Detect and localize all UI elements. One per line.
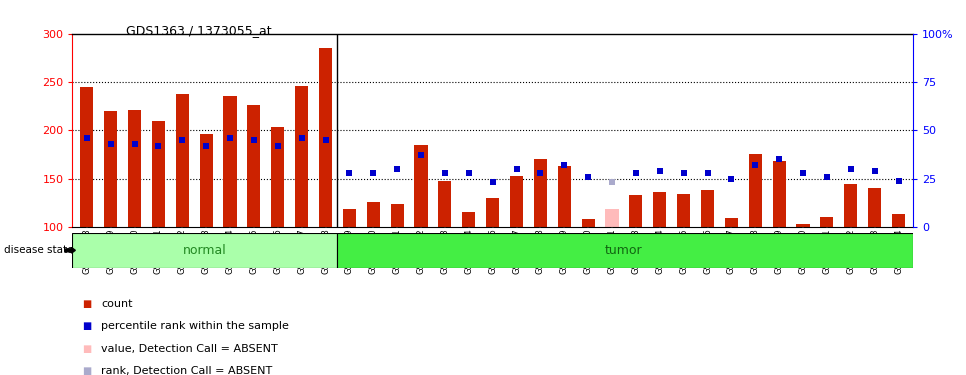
Bar bbox=[104, 111, 117, 227]
Text: count: count bbox=[101, 299, 133, 309]
Bar bbox=[72, 232, 337, 268]
Bar bbox=[892, 214, 905, 227]
Bar bbox=[80, 87, 94, 227]
Bar bbox=[462, 212, 475, 227]
Text: ■: ■ bbox=[82, 366, 92, 375]
Bar bbox=[724, 218, 738, 227]
Text: disease state: disease state bbox=[4, 245, 73, 255]
Text: ■: ■ bbox=[82, 299, 92, 309]
Bar bbox=[176, 94, 188, 227]
Bar bbox=[439, 180, 451, 227]
Bar bbox=[797, 224, 810, 227]
Text: ■: ■ bbox=[82, 321, 92, 331]
Bar bbox=[247, 105, 261, 227]
Bar bbox=[582, 219, 595, 227]
Bar bbox=[319, 48, 332, 227]
Bar bbox=[486, 198, 499, 227]
Bar bbox=[367, 202, 380, 227]
Bar bbox=[701, 190, 714, 227]
Bar bbox=[677, 194, 691, 227]
Bar bbox=[868, 188, 881, 227]
Bar bbox=[343, 210, 356, 227]
Bar bbox=[295, 86, 308, 227]
Bar bbox=[629, 195, 642, 227]
Bar bbox=[390, 204, 404, 227]
Bar bbox=[773, 161, 785, 227]
Bar bbox=[128, 110, 141, 227]
Bar bbox=[200, 134, 213, 227]
Bar bbox=[534, 159, 547, 227]
Text: percentile rank within the sample: percentile rank within the sample bbox=[101, 321, 289, 331]
Bar bbox=[557, 166, 571, 227]
Text: rank, Detection Call = ABSENT: rank, Detection Call = ABSENT bbox=[101, 366, 272, 375]
Bar bbox=[271, 128, 284, 227]
Bar bbox=[820, 217, 834, 227]
Bar bbox=[223, 96, 237, 227]
Text: GDS1363 / 1373055_at: GDS1363 / 1373055_at bbox=[126, 24, 271, 38]
Bar bbox=[152, 121, 165, 227]
Bar bbox=[606, 209, 618, 227]
Text: normal: normal bbox=[184, 244, 227, 257]
Text: tumor: tumor bbox=[605, 244, 642, 257]
Bar bbox=[844, 184, 858, 227]
Bar bbox=[414, 145, 428, 227]
Bar bbox=[510, 176, 524, 227]
Bar bbox=[749, 154, 762, 227]
Text: ■: ■ bbox=[82, 344, 92, 354]
Bar bbox=[653, 192, 667, 227]
Text: value, Detection Call = ABSENT: value, Detection Call = ABSENT bbox=[101, 344, 278, 354]
Bar bbox=[337, 232, 913, 268]
